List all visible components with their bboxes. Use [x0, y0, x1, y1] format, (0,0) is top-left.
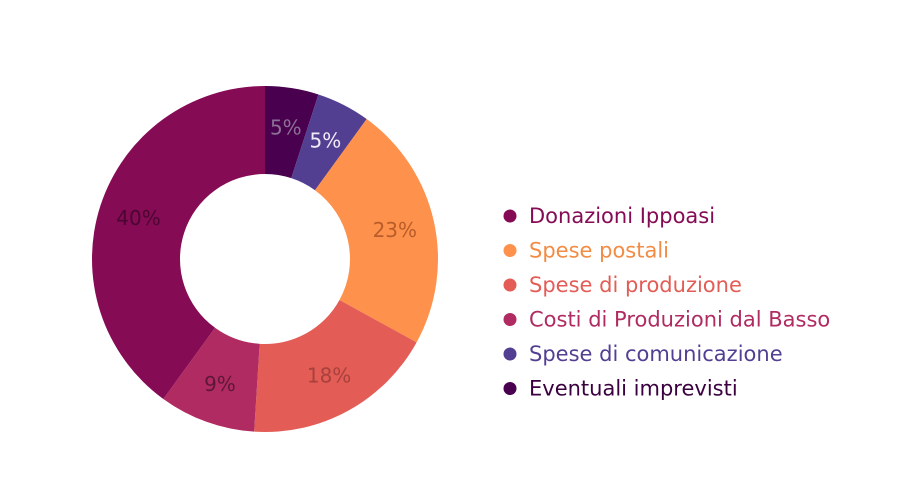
data-label-spese-di-produzione: 18% [307, 364, 351, 388]
data-label-costi-di-produzioni-dal-basso: 9% [204, 372, 236, 396]
data-label-spese-postali: 23% [373, 218, 417, 242]
data-label-eventuali-imprevisti: 5% [270, 116, 302, 140]
legend-item-spese-di-comunicazione[interactable]: Spese di comunicazione [503, 342, 783, 366]
legend-label-spese-postali: Spese postali [529, 239, 669, 263]
slice-costi-di-produzioni-dal-basso[interactable] [163, 327, 260, 432]
legend-item-donazioni-ippoasi[interactable]: Donazioni Ippoasi [503, 204, 716, 228]
slice-donazioni-ippoasi[interactable] [92, 86, 265, 399]
data-label-donazioni-ippoasi: 40% [116, 206, 160, 230]
legend-label-spese-di-comunicazione: Spese di comunicazione [529, 342, 783, 366]
slice-spese-postali[interactable] [314, 119, 438, 343]
legend-item-spese-di-produzione[interactable]: Spese di produzione [503, 273, 742, 297]
legend-item-eventuali-imprevisti[interactable]: Eventuali imprevisti [503, 377, 738, 401]
slice-spese-di-comunicazione[interactable] [291, 94, 367, 191]
legend-label-spese-di-produzione: Spese di produzione [529, 273, 742, 297]
slice-spese-di-produzione[interactable] [254, 299, 417, 433]
data-labels-layer: 5% 5% 23% 18% 9% 40% [116, 116, 417, 396]
legend-label-eventuali-imprevisti: Eventuali imprevisti [529, 377, 738, 401]
legend-swatch-spese-di-comunicazione [503, 347, 517, 361]
legend-label-donazioni-ippoasi: Donazioni Ippoasi [529, 204, 715, 228]
legend-item-spese-postali[interactable]: Spese postali [503, 239, 670, 263]
data-label-spese-di-comunicazione: 5% [310, 128, 342, 152]
legend-swatch-spese-postali [503, 244, 517, 257]
legend-swatch-spese-di-produzione [503, 278, 517, 292]
legend-swatch-eventuali-imprevisti [503, 382, 517, 395]
legend-swatch-donazioni-ippoasi [503, 209, 517, 223]
legend: Donazioni Ippoasi Spese postali Spese di p… [503, 204, 831, 401]
legend-label-costi-di-produzioni-dal-basso: Costi di Produzioni dal Basso [529, 308, 830, 332]
legend-swatch-costi-di-produzioni-dal-basso [503, 313, 517, 326]
legend-item-costi-di-produzioni-dal-basso[interactable]: Costi di Produzioni dal Basso [503, 308, 831, 332]
slice-eventuali-imprevisti[interactable] [265, 86, 319, 179]
slices-layer [92, 86, 438, 433]
